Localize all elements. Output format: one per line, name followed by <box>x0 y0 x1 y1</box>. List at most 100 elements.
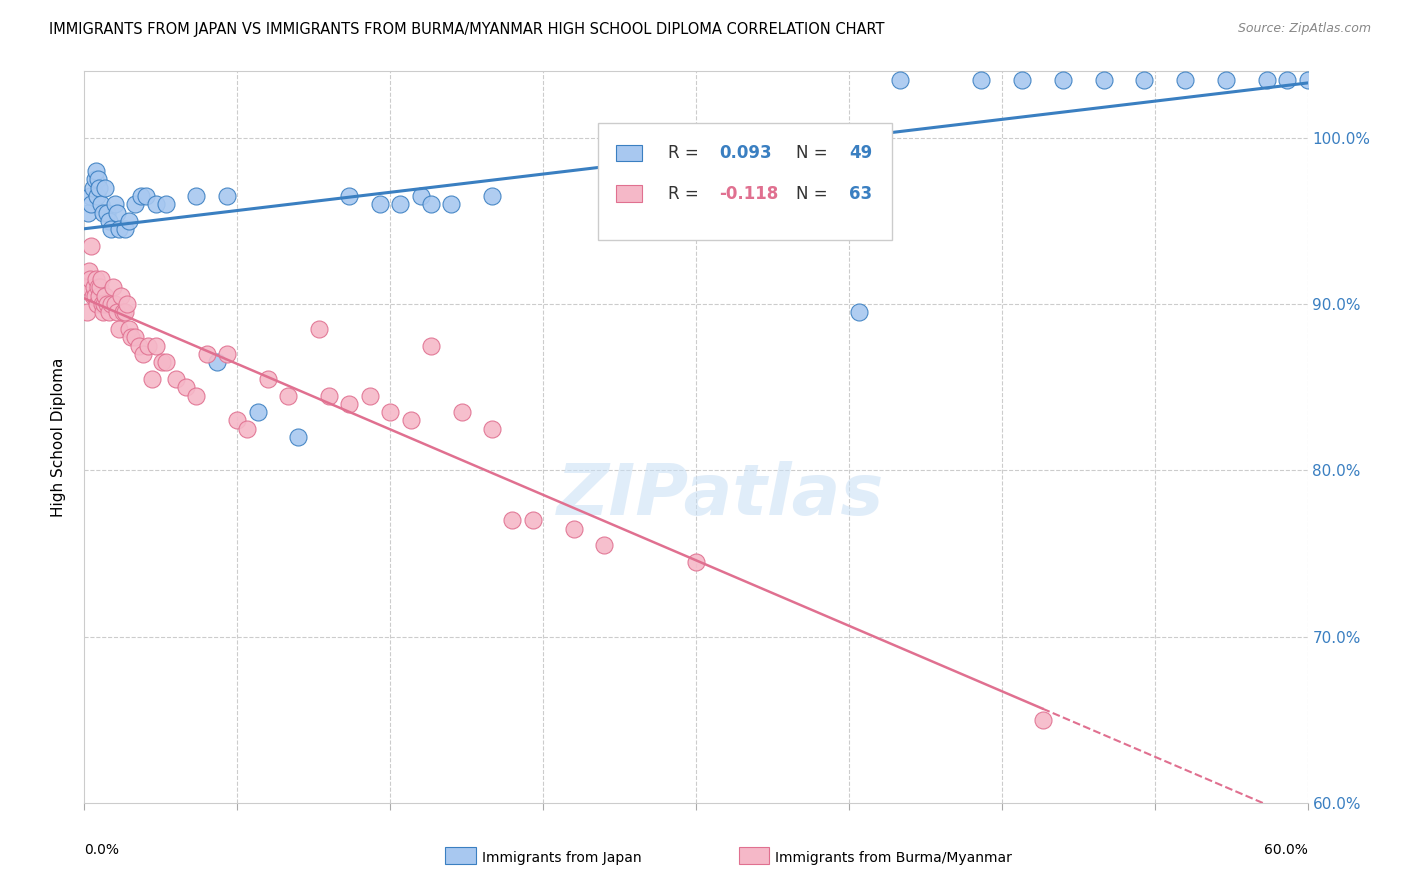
Point <box>593 538 616 552</box>
Point <box>339 397 361 411</box>
Point <box>79 189 101 203</box>
Point <box>114 305 136 319</box>
Point <box>93 289 115 303</box>
Text: N =: N = <box>796 144 834 161</box>
Point <box>110 289 132 303</box>
Point <box>848 305 870 319</box>
Point <box>118 214 141 228</box>
Point <box>120 330 142 344</box>
Point <box>128 339 150 353</box>
Point <box>420 197 443 211</box>
Point <box>135 189 157 203</box>
Point <box>105 205 128 219</box>
Point <box>124 330 146 344</box>
Point <box>84 164 107 178</box>
Point <box>91 305 114 319</box>
Text: 49: 49 <box>849 144 872 161</box>
Point <box>195 347 218 361</box>
Point <box>114 222 136 236</box>
Text: 0.0%: 0.0% <box>84 843 120 857</box>
Point <box>145 339 167 353</box>
Text: 60.0%: 60.0% <box>1264 843 1308 857</box>
Point <box>82 289 104 303</box>
Point <box>104 297 127 311</box>
Point <box>1174 72 1197 87</box>
Point <box>97 214 120 228</box>
Point <box>1277 72 1299 87</box>
Point <box>141 372 163 386</box>
Point <box>562 522 585 536</box>
Point <box>308 322 330 336</box>
Point <box>217 347 239 361</box>
Point <box>87 180 110 194</box>
Point <box>104 197 127 211</box>
Point <box>165 372 187 386</box>
Point <box>359 388 381 402</box>
Text: R =: R = <box>668 144 704 161</box>
Point <box>1296 72 1319 87</box>
Point <box>186 189 208 203</box>
Point <box>155 197 177 211</box>
Point <box>186 388 208 402</box>
Point <box>83 172 105 186</box>
Bar <box>738 847 769 863</box>
Point <box>87 289 110 303</box>
Point <box>93 297 115 311</box>
Point <box>100 222 122 236</box>
Point <box>889 72 911 87</box>
Point <box>685 555 707 569</box>
Point <box>77 205 100 219</box>
Point <box>89 280 111 294</box>
Text: ZIPatlas: ZIPatlas <box>557 461 884 530</box>
Point <box>77 280 100 294</box>
Point <box>80 239 103 253</box>
Text: Source: ZipAtlas.com: Source: ZipAtlas.com <box>1237 22 1371 36</box>
Point <box>1032 713 1054 727</box>
Point <box>368 197 391 211</box>
Point <box>100 297 122 311</box>
Point <box>226 413 249 427</box>
Point <box>1092 72 1115 87</box>
Point <box>1133 72 1156 87</box>
Point <box>399 413 422 427</box>
FancyBboxPatch shape <box>598 122 891 240</box>
Point <box>93 180 115 194</box>
Y-axis label: High School Diploma: High School Diploma <box>51 358 66 516</box>
Text: 63: 63 <box>849 185 872 202</box>
Point <box>86 189 108 203</box>
Point <box>174 380 197 394</box>
Bar <box>446 847 475 863</box>
Point <box>136 339 159 353</box>
Point <box>150 355 173 369</box>
Point <box>145 197 167 211</box>
Point <box>96 297 118 311</box>
Point <box>380 405 402 419</box>
Point <box>101 280 124 294</box>
Point <box>82 180 104 194</box>
Point <box>236 422 259 436</box>
Point <box>86 172 108 186</box>
Point <box>420 339 443 353</box>
Point <box>79 272 101 286</box>
Point <box>91 205 114 219</box>
Point <box>277 388 299 402</box>
Point <box>112 305 135 319</box>
Point <box>450 405 472 419</box>
Point <box>80 197 103 211</box>
Point <box>90 272 112 286</box>
Point <box>409 189 432 203</box>
Point <box>1052 72 1074 87</box>
Point <box>318 388 340 402</box>
Point <box>86 280 108 294</box>
Point <box>155 355 177 369</box>
Text: Immigrants from Japan: Immigrants from Japan <box>482 851 641 864</box>
Point <box>84 272 107 286</box>
Point <box>86 297 108 311</box>
Point <box>257 372 280 386</box>
Bar <box>616 145 643 161</box>
Point <box>115 297 138 311</box>
Text: R =: R = <box>668 185 704 202</box>
Text: Immigrants from Burma/Myanmar: Immigrants from Burma/Myanmar <box>776 851 1012 864</box>
Point <box>440 197 463 211</box>
Point <box>83 289 105 303</box>
